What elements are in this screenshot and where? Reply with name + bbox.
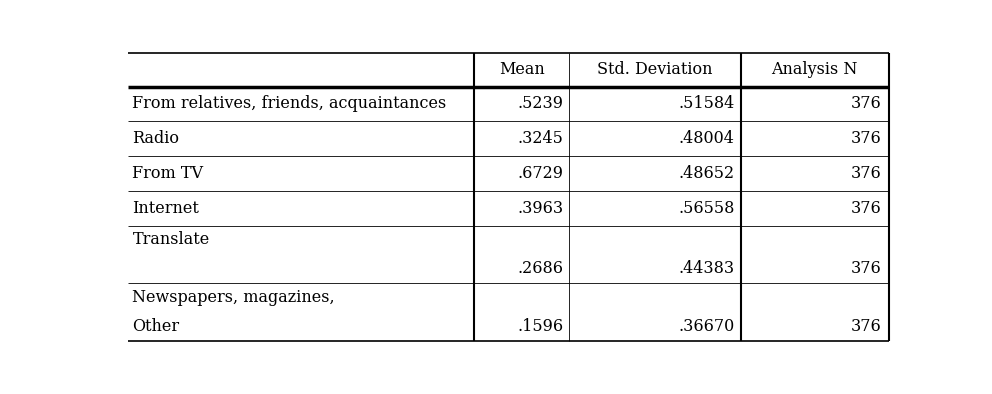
- Text: .48004: .48004: [679, 130, 734, 147]
- Text: 376: 376: [850, 260, 881, 277]
- Text: 376: 376: [850, 130, 881, 147]
- Text: .44383: .44383: [679, 260, 734, 277]
- Text: Std. Deviation: Std. Deviation: [597, 61, 712, 78]
- Text: Internet: Internet: [133, 200, 199, 217]
- Text: .5239: .5239: [517, 95, 563, 112]
- Text: 376: 376: [850, 165, 881, 182]
- Text: .36670: .36670: [679, 318, 734, 335]
- Text: Radio: Radio: [133, 130, 180, 147]
- Text: From relatives, friends, acquaintances: From relatives, friends, acquaintances: [133, 95, 446, 112]
- Text: 376: 376: [850, 318, 881, 335]
- Text: Translate: Translate: [133, 232, 209, 249]
- Text: .6729: .6729: [517, 165, 563, 182]
- Text: .2686: .2686: [517, 260, 563, 277]
- Text: .3963: .3963: [517, 200, 563, 217]
- Text: Other: Other: [133, 318, 180, 335]
- Text: Newspapers, magazines,: Newspapers, magazines,: [133, 289, 335, 306]
- Text: Mean: Mean: [499, 61, 545, 78]
- Text: .1596: .1596: [517, 318, 563, 335]
- Text: .48652: .48652: [679, 165, 734, 182]
- Text: 376: 376: [850, 95, 881, 112]
- Text: 376: 376: [850, 200, 881, 217]
- Text: .56558: .56558: [678, 200, 734, 217]
- Text: From TV: From TV: [133, 165, 203, 182]
- Text: .51584: .51584: [679, 95, 734, 112]
- Text: .3245: .3245: [517, 130, 563, 147]
- Text: Analysis N: Analysis N: [772, 61, 858, 78]
